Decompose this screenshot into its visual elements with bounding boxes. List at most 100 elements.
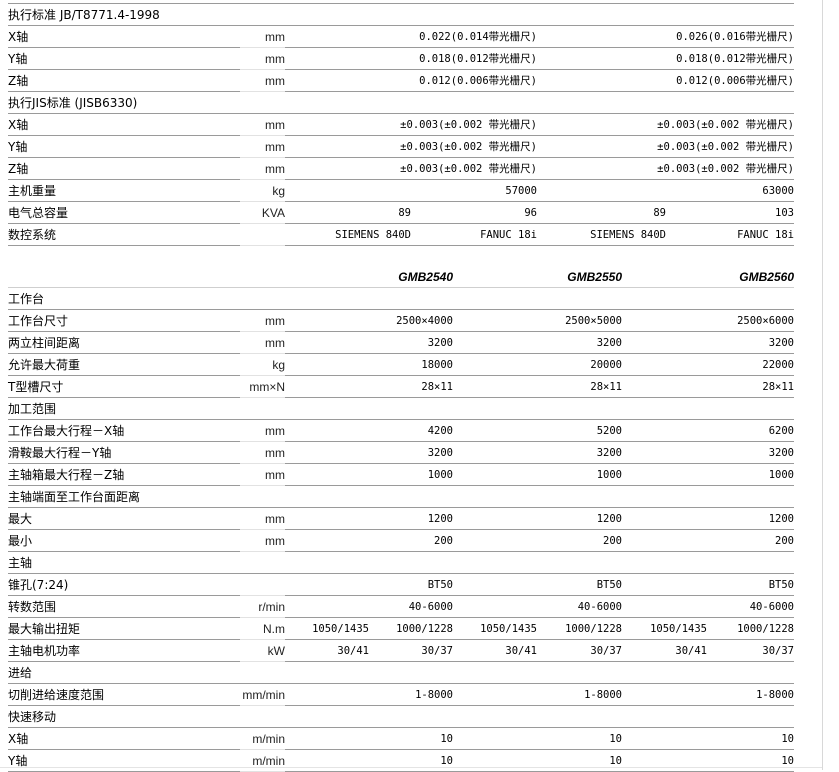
spec-label: 允许最大荷重	[8, 353, 240, 376]
spec-label: X轴	[8, 113, 240, 136]
model-header: GMB2550	[453, 266, 622, 288]
spec-label: 最大	[8, 507, 240, 530]
section-row: 执行标准 JB/T8771.4-1998	[8, 3, 794, 26]
spec-label: 最小	[8, 529, 240, 552]
spec-unit: mm	[240, 441, 285, 464]
section-row: 快速移动	[8, 705, 794, 728]
spec-label: 最大输出扭矩	[8, 617, 240, 640]
spec-unit: mm	[240, 113, 285, 136]
spec-unit: mm×N	[240, 375, 285, 398]
spec-value: 6200	[622, 419, 794, 442]
spec-value: 1200	[285, 507, 453, 530]
spec-value: 1200	[622, 507, 794, 530]
spec-value: 96	[411, 201, 537, 224]
spec-value: 1-8000	[285, 683, 453, 706]
spec-value: 5200	[453, 419, 622, 442]
spec-row: 主轴箱最大行程－Z轴 mm 1000 1000 1000	[8, 463, 794, 486]
spec-value: 3200	[622, 441, 794, 464]
spec-label: 主轴电机功率	[8, 639, 240, 662]
spec-unit	[240, 573, 285, 596]
spec-value: 200	[453, 529, 622, 552]
spec-value: 0.018(0.012带光栅尺)	[537, 47, 794, 70]
spec-value: SIEMENS 840D	[285, 223, 411, 246]
spec-label: 主轴箱最大行程－Z轴	[8, 463, 240, 486]
section-row: 工作台	[8, 287, 794, 310]
spec-value: 200	[285, 529, 453, 552]
spec-label: Z轴	[8, 157, 240, 180]
spec-value: 30/37	[369, 639, 453, 662]
spec-value: 28×11	[453, 375, 622, 398]
model-header-row: GMB2540 GMB2550 GMB2560	[8, 266, 794, 288]
spec-row: 两立柱间距离 mm 3200 3200 3200	[8, 331, 794, 354]
spec-value: 10	[453, 727, 622, 750]
spec-row: 切削进给速度范围 mm/min 1-8000 1-8000 1-8000	[8, 683, 794, 706]
spec-row: 锥孔(7:24) BT50 BT50 BT50	[8, 573, 794, 596]
spec-value: 2500×4000	[285, 309, 453, 332]
spec-unit: mm	[240, 309, 285, 332]
spec-row: X轴 mm 0.022(0.014带光栅尺) 0.026(0.016带光栅尺)	[8, 25, 794, 48]
spec-value: BT50	[285, 573, 453, 596]
spec-value: 10	[285, 727, 453, 750]
spec-unit	[240, 223, 285, 246]
spec-value: 40-6000	[622, 595, 794, 618]
spec-value: 10	[285, 749, 453, 772]
spec-row: 最大输出扭矩 N.m 1050/1435 1000/1228 1050/1435 1000…	[8, 617, 794, 640]
section-title: 主轴	[8, 551, 794, 574]
spec-value: 30/37	[707, 639, 794, 662]
spec-value: BT50	[453, 573, 622, 596]
spec-unit: mm	[240, 419, 285, 442]
spec-value: 3200	[453, 331, 622, 354]
spec-row: 最大 mm 1200 1200 1200	[8, 507, 794, 530]
spec-value: 0.022(0.014带光栅尺)	[285, 25, 537, 48]
spec-value: 3200	[285, 441, 453, 464]
spec-label: 工作台最大行程－X轴	[8, 419, 240, 442]
spec-value: 28×11	[622, 375, 794, 398]
spec-label: Z轴	[8, 69, 240, 92]
spec-value: 1050/1435	[622, 617, 707, 640]
spec-label: T型槽尺寸	[8, 375, 240, 398]
spec-row: 数控系统 SIEMENS 840D FANUC 18i SIEMENS 840D FAN…	[8, 223, 794, 246]
spec-label: 转数范围	[8, 595, 240, 618]
spec-value: 30/41	[622, 639, 707, 662]
spec-row: 电气总容量 KVA 89 96 89 103	[8, 201, 794, 224]
spec-value: 63000	[537, 179, 794, 202]
spec-value: 89	[537, 201, 666, 224]
spec-value: 40-6000	[285, 595, 453, 618]
spec-value: ±0.003(±0.002 带光栅尺)	[537, 157, 794, 180]
spec-row: Z轴 mm 0.012(0.006带光栅尺) 0.012(0.006带光栅尺)	[8, 69, 794, 92]
spec-row: Y轴 m/min 10 10 10	[8, 749, 794, 772]
spec-unit: mm	[240, 463, 285, 486]
spec-value: 89	[285, 201, 411, 224]
spec-value: 1-8000	[453, 683, 622, 706]
spec-value: 20000	[453, 353, 622, 376]
spec-value: 1000/1228	[707, 617, 794, 640]
section-row: 主轴端面至工作台面距离	[8, 485, 794, 508]
section-title: 进给	[8, 661, 794, 684]
spec-row: X轴 m/min 10 10 10	[8, 727, 794, 750]
section-title: 快速移动	[8, 705, 794, 728]
section-title: 工作台	[8, 287, 794, 310]
spec-row: 主轴电机功率 kW 30/41 30/37 30/41 30/37 30/41 30/37	[8, 639, 794, 662]
section-row: 加工范围	[8, 397, 794, 420]
spec-value: 4200	[285, 419, 453, 442]
spec-value: 1-8000	[622, 683, 794, 706]
spec-value: 0.012(0.006带光栅尺)	[537, 69, 794, 92]
spec-value: FANUC 18i	[666, 223, 794, 246]
spec-value: 30/41	[285, 639, 369, 662]
spec-label: X轴	[8, 727, 240, 750]
spec-value: 30/41	[453, 639, 537, 662]
spec-value: 1200	[453, 507, 622, 530]
spec-unit: KVA	[240, 201, 285, 224]
section-title: 执行标准 JB/T8771.4-1998	[8, 3, 794, 26]
spec-unit: mm	[240, 135, 285, 158]
spec-row: Y轴 mm 0.018(0.012带光栅尺) 0.018(0.012带光栅尺)	[8, 47, 794, 70]
spec-row: 滑鞍最大行程－Y轴 mm 3200 3200 3200	[8, 441, 794, 464]
spec-row: 转数范围 r/min 40-6000 40-6000 40-6000	[8, 595, 794, 618]
spec-unit: N.m	[240, 617, 285, 640]
spec-unit: kg	[240, 353, 285, 376]
scrollbar-edge[interactable]	[822, 0, 823, 770]
spec-label: 工作台尺寸	[8, 309, 240, 332]
spec-row: Y轴 mm ±0.003(±0.002 带光栅尺) ±0.003(±0.002 带光栅…	[8, 135, 794, 158]
spec-value: 10	[453, 749, 622, 772]
spec-unit: m/min	[240, 749, 285, 772]
